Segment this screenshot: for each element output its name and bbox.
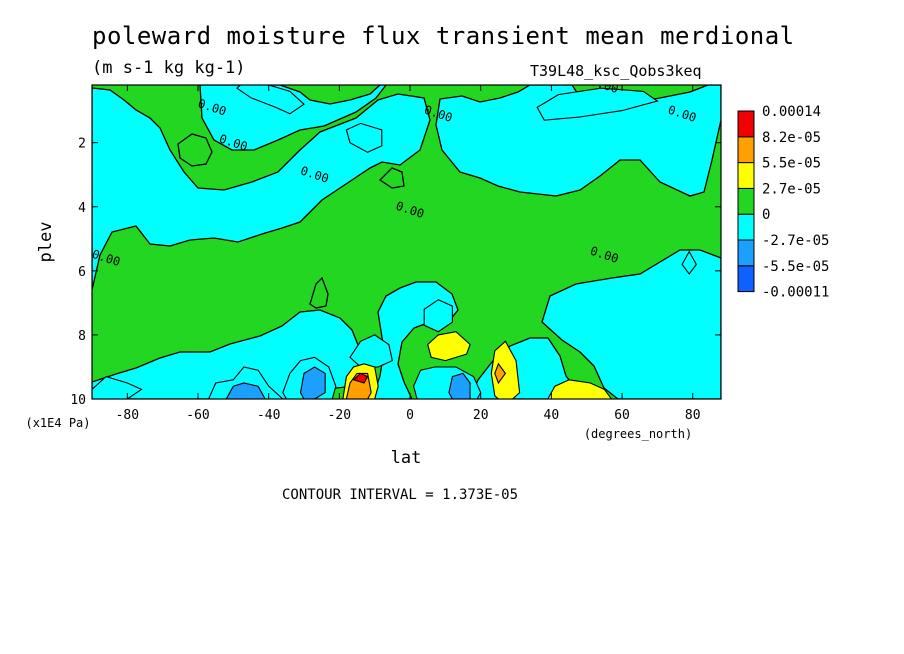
y-axis-units: (x1E4 Pa) [25, 416, 90, 430]
positive-island-center [378, 167, 405, 189]
legend-swatch-6 [737, 110, 755, 138]
legend-swatch-0 [737, 265, 755, 293]
shaded-region-0 [92, 375, 143, 399]
shaded-region-7 [448, 372, 471, 399]
positive-island-upper-left [177, 133, 213, 167]
y-tick-label-3: 8 [78, 329, 86, 344]
x-tick-label-5: 20 [473, 408, 489, 423]
x-tick-label-6: 40 [544, 408, 560, 423]
y-tick-label-2: 6 [78, 265, 86, 280]
shaded-region-9 [236, 85, 305, 115]
y-tick-label-0: 2 [78, 137, 86, 152]
negative-region-right [541, 249, 721, 399]
legend-swatch-3 [737, 187, 755, 215]
shaded-region-19 [352, 372, 369, 384]
y-axis: 2 4 6 8 10 [70, 137, 721, 408]
shaded-region-2 [225, 382, 266, 399]
contour-label-6: 0.00 [588, 74, 620, 96]
x-tick-label-1: -60 [186, 408, 209, 423]
x-axis-units: (degrees_north) [584, 427, 692, 441]
y-tick-label-1: 4 [78, 201, 86, 216]
shaded-region-14 [490, 340, 521, 399]
legend-swatch-5 [737, 136, 755, 164]
x-tick-label-3: -20 [328, 408, 351, 423]
shaded-region-8 [423, 299, 453, 333]
plot-frame [91, 84, 722, 400]
x-tick-label-7: 60 [614, 408, 630, 423]
x-axis-title: lat [391, 448, 422, 468]
y-tick-label-4: 10 [70, 393, 86, 408]
negative-region-upper-left [199, 85, 387, 151]
shaded-region-18 [494, 362, 507, 385]
x-axis: -80 -60 -40 -20 0 20 40 60 80 [116, 85, 701, 423]
legend-label-1: 8.2e-05 [762, 130, 821, 146]
contour-labels: 0.000.000.000.000.000.000.000.000.00 [92, 74, 698, 269]
legend-label-2: 5.5e-05 [762, 156, 821, 172]
x-tick-label-0: -80 [116, 408, 139, 423]
positive-island-mid-left [309, 276, 329, 309]
shaded-region-4 [299, 366, 326, 399]
legend-label-6: -5.5e-05 [762, 259, 829, 275]
legend-label-4: 0 [762, 207, 770, 223]
legend-swatch-1 [737, 239, 755, 267]
shaded-regions [92, 85, 697, 399]
experiment-label: T39L48_ksc_Qobs3keq [530, 62, 702, 80]
contour-interval-note: CONTOUR INTERVAL = 1.373E-05 [282, 487, 519, 503]
x-tick-label-8: 80 [685, 408, 701, 423]
color-legend: 0.00014 8.2e-05 5.5e-05 2.7e-05 0 -2.7e-05 -5.… [737, 104, 829, 301]
legend-label-5: -2.7e-05 [762, 233, 829, 249]
negative-region-left [92, 87, 431, 291]
legend-label-7: -0.00011 [762, 285, 829, 301]
x-tick-label-4: 0 [406, 408, 414, 423]
chart-units: (m s-1 kg kg-1) [92, 58, 246, 78]
legend-swatch-2 [737, 213, 755, 241]
shaded-region-12 [681, 250, 697, 275]
legend-swatch-4 [737, 162, 755, 189]
negative-region-top [435, 85, 721, 197]
x-tick-label-2: -40 [257, 408, 280, 423]
shaded-region-15 [547, 379, 613, 399]
y-axis-title: plev [36, 222, 56, 263]
legend-label-0: 0.00014 [762, 104, 821, 120]
legend-label-3: 2.7e-05 [762, 181, 821, 197]
shaded-region-11 [536, 87, 659, 121]
shaded-region-10 [345, 122, 383, 153]
shaded-region-13 [427, 331, 471, 362]
chart-title: poleward moisture flux transient mean me… [92, 22, 795, 50]
